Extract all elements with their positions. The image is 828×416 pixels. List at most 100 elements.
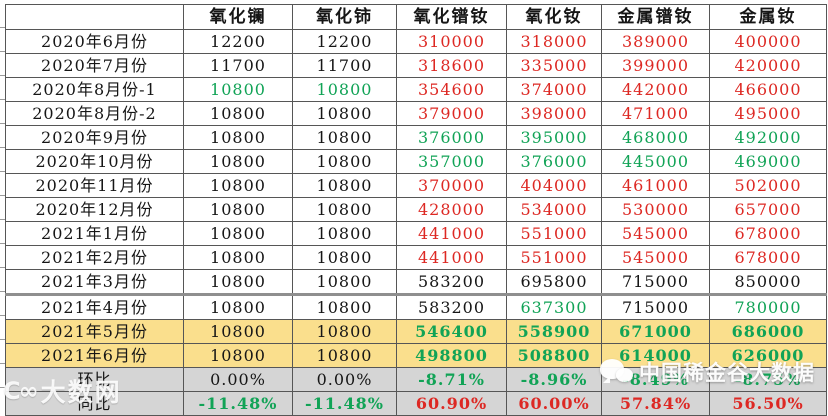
value-cell[interactable]: 637300 bbox=[506, 294, 602, 320]
value-cell[interactable]: 318000 bbox=[506, 29, 602, 54]
value-cell[interactable]: 508800 bbox=[506, 343, 602, 368]
value-cell[interactable]: 0.00% bbox=[183, 367, 293, 392]
row-label-cell[interactable]: 2020年6月份 bbox=[5, 29, 184, 54]
value-cell[interactable]: 583200 bbox=[396, 294, 507, 320]
value-cell[interactable]: 398000 bbox=[506, 101, 602, 126]
value-cell[interactable]: 614000 bbox=[601, 343, 710, 368]
value-cell[interactable]: 10800 bbox=[183, 173, 293, 198]
value-cell[interactable]: 357000 bbox=[396, 149, 507, 174]
row-label-cell[interactable]: 环比 bbox=[5, 367, 184, 392]
value-cell[interactable]: 12200 bbox=[292, 29, 397, 54]
value-cell[interactable]: 461000 bbox=[601, 173, 710, 198]
value-cell[interactable]: 400000 bbox=[709, 29, 827, 54]
header-cell-prnd-oxide[interactable]: 氧化镨钕 bbox=[396, 4, 507, 30]
value-cell[interactable]: 12200 bbox=[183, 29, 293, 54]
value-cell[interactable]: 678000 bbox=[709, 245, 827, 270]
value-cell[interactable]: -8.75% bbox=[709, 367, 827, 392]
row-label-cell[interactable]: 2021年6月份 bbox=[5, 343, 184, 368]
value-cell[interactable]: 657000 bbox=[709, 197, 827, 222]
value-cell[interactable]: 545000 bbox=[601, 245, 710, 270]
value-cell[interactable]: 780000 bbox=[709, 294, 827, 320]
value-cell[interactable]: 404000 bbox=[506, 173, 602, 198]
value-cell[interactable]: 335000 bbox=[506, 53, 602, 78]
value-cell[interactable]: 420000 bbox=[709, 53, 827, 78]
value-cell[interactable]: 10800 bbox=[292, 269, 397, 296]
row-label-cell[interactable]: 2020年11月份 bbox=[5, 173, 184, 198]
header-cell-cerium-oxide[interactable]: 氧化铈 bbox=[292, 4, 397, 30]
value-cell[interactable]: 468000 bbox=[601, 125, 710, 150]
value-cell[interactable]: -8.49% bbox=[601, 367, 710, 392]
value-cell[interactable]: 0.00% bbox=[292, 367, 397, 392]
value-cell[interactable]: 558900 bbox=[506, 319, 602, 344]
value-cell[interactable]: 10800 bbox=[292, 125, 397, 150]
header-cell-lanthanum-oxide[interactable]: 氧化镧 bbox=[183, 4, 293, 30]
value-cell[interactable]: 10800 bbox=[183, 245, 293, 270]
value-cell[interactable]: 370000 bbox=[396, 173, 507, 198]
value-cell[interactable]: 678000 bbox=[709, 221, 827, 246]
value-cell[interactable]: 10800 bbox=[292, 343, 397, 368]
value-cell[interactable]: 399000 bbox=[601, 53, 710, 78]
value-cell[interactable]: 318600 bbox=[396, 53, 507, 78]
value-cell[interactable]: 445000 bbox=[601, 149, 710, 174]
value-cell[interactable]: 498800 bbox=[396, 343, 507, 368]
value-cell[interactable]: 686000 bbox=[709, 319, 827, 344]
value-cell[interactable]: 469000 bbox=[709, 149, 827, 174]
value-cell[interactable]: 715000 bbox=[601, 294, 710, 320]
value-cell[interactable]: 10800 bbox=[183, 343, 293, 368]
value-cell[interactable]: 376000 bbox=[396, 125, 507, 150]
value-cell[interactable]: 442000 bbox=[601, 77, 710, 102]
value-cell[interactable]: 471000 bbox=[601, 101, 710, 126]
value-cell[interactable]: 850000 bbox=[709, 269, 827, 296]
value-cell[interactable]: 502000 bbox=[709, 173, 827, 198]
value-cell[interactable]: 671000 bbox=[601, 319, 710, 344]
value-cell[interactable]: 545000 bbox=[601, 221, 710, 246]
row-label-cell[interactable]: 2021年5月份 bbox=[5, 319, 184, 344]
value-cell[interactable]: 546400 bbox=[396, 319, 507, 344]
value-cell[interactable]: 583200 bbox=[396, 269, 507, 296]
row-label-cell[interactable]: 2020年7月份 bbox=[5, 53, 184, 78]
value-cell[interactable]: 10800 bbox=[292, 77, 397, 102]
value-cell[interactable]: 395000 bbox=[506, 125, 602, 150]
value-cell[interactable]: 10800 bbox=[183, 125, 293, 150]
row-label-cell[interactable]: 2020年9月份 bbox=[5, 125, 184, 150]
value-cell[interactable]: -8.96% bbox=[506, 367, 602, 392]
row-label-cell[interactable]: 2020年12月份 bbox=[5, 197, 184, 222]
value-cell[interactable]: 10800 bbox=[183, 319, 293, 344]
value-cell[interactable]: 11700 bbox=[183, 53, 293, 78]
value-cell[interactable]: 374000 bbox=[506, 77, 602, 102]
value-cell[interactable]: 428000 bbox=[396, 197, 507, 222]
value-cell[interactable]: 10800 bbox=[183, 149, 293, 174]
value-cell[interactable]: 11700 bbox=[292, 53, 397, 78]
value-cell[interactable]: 10800 bbox=[292, 101, 397, 126]
header-cell-prnd-metal[interactable]: 金属镨钕 bbox=[601, 4, 710, 30]
row-label-cell[interactable]: 2020年10月份 bbox=[5, 149, 184, 174]
row-label-cell[interactable]: 2021年4月份 bbox=[5, 294, 184, 320]
value-cell[interactable]: 715000 bbox=[601, 269, 710, 296]
row-label-cell[interactable]: 2021年3月份 bbox=[5, 269, 184, 296]
value-cell[interactable]: 492000 bbox=[709, 125, 827, 150]
header-cell-neodymium-oxide[interactable]: 氧化钕 bbox=[506, 4, 602, 30]
value-cell[interactable]: 10800 bbox=[183, 221, 293, 246]
value-cell[interactable]: 551000 bbox=[506, 221, 602, 246]
row-label-cell[interactable]: 2020年8月份-1 bbox=[5, 77, 184, 102]
value-cell[interactable]: 10800 bbox=[183, 294, 293, 320]
value-cell[interactable]: 10800 bbox=[183, 197, 293, 222]
value-cell[interactable]: 389000 bbox=[601, 29, 710, 54]
value-cell[interactable]: 551000 bbox=[506, 245, 602, 270]
value-cell[interactable]: 10800 bbox=[292, 149, 397, 174]
row-label-cell[interactable]: 2021年1月份 bbox=[5, 221, 184, 246]
value-cell[interactable]: 10800 bbox=[292, 294, 397, 320]
value-cell[interactable]: 10800 bbox=[292, 245, 397, 270]
header-cell-empty[interactable] bbox=[5, 4, 184, 30]
value-cell[interactable]: 695800 bbox=[506, 269, 602, 296]
row-label-cell[interactable]: 2020年8月份-2 bbox=[5, 101, 184, 126]
value-cell[interactable]: 10800 bbox=[292, 173, 397, 198]
value-cell[interactable]: 354600 bbox=[396, 77, 507, 102]
header-cell-neodymium-metal[interactable]: 金属钕 bbox=[709, 4, 827, 30]
value-cell[interactable]: 10800 bbox=[292, 319, 397, 344]
value-cell[interactable]: 10800 bbox=[183, 269, 293, 296]
value-cell[interactable]: 495000 bbox=[709, 101, 827, 126]
value-cell[interactable]: 466000 bbox=[709, 77, 827, 102]
value-cell[interactable]: 10800 bbox=[183, 101, 293, 126]
value-cell[interactable]: 10800 bbox=[292, 221, 397, 246]
